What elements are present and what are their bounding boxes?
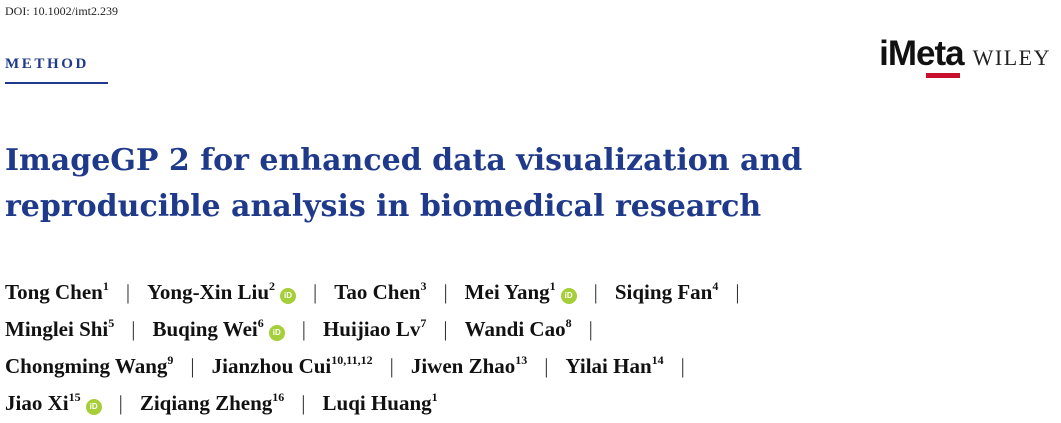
author: Minglei Shi5 bbox=[5, 317, 114, 341]
author-line: Chongming Wang9 | Jianzhou Cui10,11,12 | Jiw… bbox=[5, 348, 1045, 385]
author: Wandi Cao8 bbox=[465, 317, 572, 341]
author-separator: | bbox=[125, 280, 131, 304]
author-separator: | bbox=[735, 280, 740, 304]
brand-logos: iMeta WILEY bbox=[879, 36, 1051, 80]
author-separator: | bbox=[443, 280, 448, 304]
author-separator: | bbox=[118, 391, 123, 415]
article-title-line-2: reproducible analysis in biomedical rese… bbox=[5, 189, 762, 224]
orcid-icon[interactable]: iD bbox=[560, 288, 577, 304]
author-name: Siqing Fan bbox=[614, 280, 713, 304]
section-underline bbox=[5, 82, 108, 84]
author-affiliation[interactable]: 7 bbox=[420, 316, 427, 330]
author: Luqi Huang1 bbox=[323, 391, 438, 415]
author-name: Yong-Xin Liu bbox=[147, 280, 270, 304]
author: Jiao Xi15 iD bbox=[5, 391, 102, 415]
author-line: Tong Chen1 | Yong-Xin Liu2iD | Tao Chen3 | Mei… bbox=[5, 274, 1045, 311]
orcid-icon[interactable]: iD bbox=[280, 288, 297, 304]
author-separator: | bbox=[301, 317, 306, 341]
author-separator: | bbox=[680, 354, 685, 378]
author-affiliation[interactable]: 2 bbox=[269, 279, 276, 293]
author-name: Jiwen Zhao bbox=[410, 354, 516, 378]
article-title: ImageGP 2 for enhanced data visualizatio… bbox=[5, 138, 1005, 230]
author-affiliation[interactable]: 1 bbox=[102, 279, 109, 293]
author-name: Buqing Wei bbox=[152, 317, 258, 341]
author: Buqing Wei6 iD bbox=[153, 317, 285, 341]
imeta-logo-text: iMeta bbox=[879, 34, 964, 73]
author: Yong-Xin Liu2 iD bbox=[147, 279, 297, 304]
author-separator: | bbox=[588, 317, 593, 341]
author-separator: | bbox=[544, 354, 549, 378]
author-line: Jiao Xi15 iD | Ziqiang Zheng16 | Luqi Huang1 bbox=[5, 385, 1045, 422]
author-name: Luqi Huang bbox=[322, 391, 432, 415]
author-affiliation[interactable]: 13 bbox=[515, 353, 528, 367]
doi-text[interactable]: DOI: 10.1002/imt2.239 bbox=[5, 4, 118, 18]
author-affiliation[interactable]: 6 bbox=[257, 316, 264, 330]
author: Jianzhou Cui10,11,12 bbox=[212, 354, 373, 378]
orcid-icon[interactable]: iD bbox=[268, 325, 285, 341]
author-name: Minglei Shi bbox=[5, 317, 109, 341]
orcid-icon[interactable]: iD bbox=[85, 399, 102, 415]
author-separator: | bbox=[313, 280, 318, 304]
author: Tong Chen1 bbox=[5, 280, 109, 304]
author: Chongming Wang9 bbox=[5, 354, 173, 378]
author-list: Tong Chen1 | Yong-Xin Liu2iD | Tao Chen3 | Mei… bbox=[5, 274, 1045, 422]
author: Mei Yang1 iD bbox=[465, 280, 577, 304]
author-affiliation[interactable]: 10,11,12 bbox=[331, 353, 373, 367]
author-name: Tong Chen bbox=[5, 280, 103, 304]
author: Huijiao Lv7 bbox=[323, 317, 426, 341]
author-affiliation[interactable]: 16 bbox=[272, 390, 285, 404]
author-separator: | bbox=[593, 280, 598, 304]
author-name: Huijiao Lv bbox=[322, 317, 421, 341]
author-separator: | bbox=[443, 317, 448, 341]
author-name: Ziqiang Zheng bbox=[139, 391, 273, 415]
author-name: Tao Chen bbox=[334, 280, 421, 304]
imeta-logo[interactable]: iMeta bbox=[879, 34, 965, 80]
author-name: Jianzhou Cui bbox=[211, 354, 332, 378]
author-separator: | bbox=[190, 354, 195, 378]
wiley-logo[interactable]: WILEY bbox=[972, 45, 1051, 70]
author: Tao Chen3 bbox=[334, 280, 426, 304]
author-affiliation[interactable]: 8 bbox=[565, 316, 572, 330]
author: Jiwen Zhao13 bbox=[411, 354, 527, 378]
author-affiliation[interactable]: 5 bbox=[108, 316, 115, 330]
author: Ziqiang Zheng16 bbox=[140, 391, 284, 415]
author-affiliation[interactable]: 14 bbox=[651, 353, 664, 367]
author-separator: | bbox=[301, 391, 306, 415]
author-name: Wandi Cao bbox=[464, 317, 566, 341]
author-name: Chongming Wang bbox=[5, 354, 168, 378]
author-separator: | bbox=[131, 317, 136, 341]
author-affiliation[interactable]: 1 bbox=[549, 279, 556, 293]
author-name: Yilai Han bbox=[565, 354, 652, 378]
author: Yilai Han14 bbox=[565, 354, 663, 378]
section-label: METHOD bbox=[5, 56, 89, 72]
author-affiliation[interactable]: 4 bbox=[712, 279, 719, 293]
author-line: Minglei Shi5 | Buqing Wei6 iD | Huijiao Lv7 | W… bbox=[5, 311, 1045, 348]
author-affiliation[interactable]: 15 bbox=[68, 390, 81, 404]
author-name: Mei Yang bbox=[464, 280, 550, 304]
author-separator: | bbox=[389, 354, 394, 378]
imeta-logo-accent bbox=[925, 73, 960, 78]
author-affiliation[interactable]: 9 bbox=[167, 353, 174, 367]
author-affiliation[interactable]: 3 bbox=[420, 279, 427, 293]
author: Siqing Fan4 bbox=[615, 280, 718, 304]
author-affiliation[interactable]: 1 bbox=[431, 390, 438, 404]
article-title-line-1: ImageGP 2 for enhanced data visualizatio… bbox=[5, 143, 803, 178]
author-name: Jiao Xi bbox=[5, 391, 69, 415]
